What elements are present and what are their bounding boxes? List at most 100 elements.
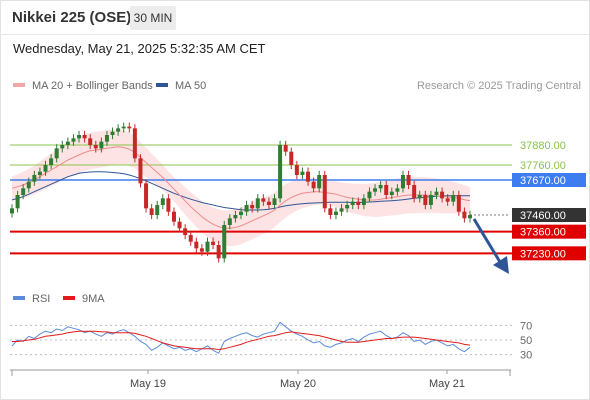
candle-body: [468, 215, 472, 219]
candle-body: [423, 195, 428, 205]
ma20-swatch: [13, 83, 25, 88]
x-tick-label: May 20: [280, 378, 316, 390]
candle-body: [205, 241, 210, 252]
ma20-line: [11, 146, 471, 229]
candle-body: [350, 201, 355, 205]
rsi-9ma-line: [12, 330, 471, 351]
candle-body: [373, 188, 378, 192]
ma20-label: MA 20 + Bollinger Bands: [32, 80, 153, 92]
candle-body: [71, 138, 76, 142]
candle-body: [261, 198, 266, 202]
candle-body: [15, 195, 20, 209]
candle-body: [188, 235, 193, 242]
legend-ma50: MA 50: [156, 80, 206, 92]
rsi-tick-label: 70: [520, 320, 532, 332]
candle-body: [138, 158, 143, 184]
candle-body: [451, 195, 456, 202]
candle-body: [255, 198, 260, 209]
candle-body: [361, 198, 366, 205]
candle-body: [110, 131, 115, 135]
candle-body: [317, 175, 322, 189]
candle-body: [183, 228, 188, 235]
candle-body: [194, 241, 199, 249]
candle-body: [306, 171, 311, 182]
candle-body: [367, 191, 372, 199]
candle-body: [77, 135, 82, 139]
resistance-level-box: [512, 138, 586, 152]
candle-body: [144, 183, 149, 209]
candle-body: [300, 171, 305, 175]
candle-body: [250, 205, 255, 209]
candle-body: [311, 181, 316, 189]
candle-body: [244, 205, 249, 212]
candle-body: [345, 205, 350, 209]
candle-body: [60, 145, 65, 149]
support-level-box: [512, 246, 586, 261]
timeframe-button[interactable]: 30 MIN: [130, 6, 176, 30]
ma50-swatch: [156, 83, 168, 88]
candle-body: [294, 165, 299, 175]
candle-body: [132, 128, 137, 159]
candle-body: [400, 175, 405, 189]
candle-body: [395, 188, 400, 192]
candle-body: [445, 198, 450, 202]
candle-body: [333, 211, 338, 215]
candle-body: [428, 195, 433, 205]
candle-body: [216, 245, 221, 259]
candle-body: [222, 225, 227, 259]
legend-rsi: RSI: [13, 293, 50, 305]
candle-body: [104, 135, 109, 142]
resistance-level-box: [512, 158, 586, 172]
candle-body: [239, 211, 243, 215]
resistance-level-label: 37880.00: [520, 140, 566, 152]
candle-body: [322, 175, 327, 209]
candle-body: [199, 248, 204, 252]
candle-body: [462, 211, 467, 219]
candle-body: [93, 145, 98, 149]
candle-body: [116, 128, 121, 132]
last_price-level-label: 37460.00: [520, 210, 566, 222]
candle-body: [21, 188, 26, 195]
chart-header: Nikkei 225 (OSE) 30 MIN: [0, 0, 590, 35]
candle-body: [440, 191, 445, 199]
candle-body: [149, 208, 154, 215]
candle-body: [328, 208, 333, 215]
support-level-label: 37360.00: [520, 227, 566, 239]
candle-body: [177, 221, 182, 229]
9ma-swatch: [63, 296, 75, 301]
candle-body: [65, 141, 70, 145]
support-level-box: [512, 224, 586, 239]
projection-arrowhead: [493, 256, 509, 274]
candle-body: [99, 141, 104, 149]
candle-body: [434, 191, 439, 195]
candle-body: [121, 126, 126, 129]
candle-body: [289, 151, 294, 165]
rsi-label: RSI: [32, 293, 51, 305]
legend-9ma: 9MA: [63, 293, 105, 305]
candle-body: [412, 185, 417, 199]
candle-body: [339, 208, 344, 212]
candle-body: [26, 181, 31, 189]
candle-body: [456, 195, 461, 212]
candle-body: [356, 201, 361, 205]
candle-body: [378, 185, 383, 189]
candle-body: [389, 191, 394, 195]
candle-body: [283, 145, 288, 152]
candle-body: [127, 126, 132, 129]
candle-body: [272, 198, 277, 205]
resistance-level-label: 37760.00: [520, 160, 566, 172]
instrument-title: Nikkei 225 (OSE): [12, 9, 132, 26]
candle-body: [54, 148, 59, 159]
candle-body: [37, 171, 42, 175]
9ma-label: 9MA: [82, 293, 105, 305]
candle-body: [171, 211, 176, 222]
candle-body: [406, 175, 411, 185]
rsi-swatch: [13, 296, 25, 301]
candle-body: [32, 175, 37, 182]
candle-body: [266, 201, 271, 205]
candle-body: [49, 158, 54, 165]
candle-body: [10, 208, 14, 214]
copyright-text: Research © 2025 Trading Central: [416, 80, 581, 92]
candle-body: [211, 241, 216, 245]
